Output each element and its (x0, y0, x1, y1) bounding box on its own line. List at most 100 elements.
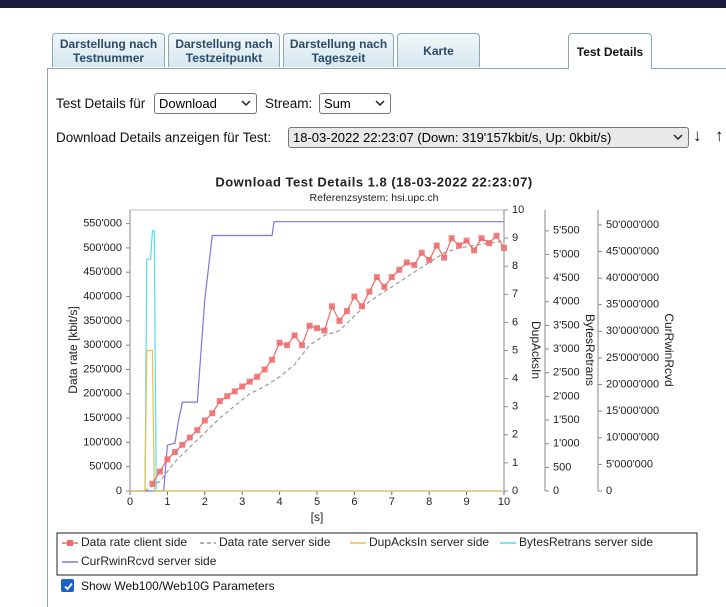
data-point (418, 249, 425, 256)
data-point (284, 342, 291, 349)
y-axis-label: Data rate [kbit/s] (66, 306, 80, 393)
chart-title: Download Test Details 1.8 (18-03-2022 22… (215, 174, 532, 189)
data-point (299, 342, 306, 349)
data-point (156, 468, 163, 475)
data-point (373, 274, 380, 281)
check-mark (64, 582, 73, 591)
label: Stream: (265, 96, 313, 111)
y4-tick-label: 20'000'000 (606, 378, 659, 390)
y3-tick-label: 4'500 (553, 272, 580, 284)
data-point (366, 288, 373, 295)
y4-tick-label: 45'000'000 (606, 245, 659, 257)
y-tick-label: 450'000 (83, 266, 122, 278)
plot-area (129, 209, 505, 492)
data-point (388, 274, 395, 281)
y4-tick-label: 25'000'000 (606, 352, 659, 364)
data-point (179, 441, 186, 448)
y-tick-label: 100'000 (83, 436, 122, 448)
data-point (501, 244, 507, 251)
y-tick-label: 350'000 (83, 315, 122, 327)
data-point (254, 373, 261, 380)
y-tick-label: 50'000 (89, 461, 122, 473)
legend-label: DupAcksIn server side (369, 535, 489, 549)
data-point (186, 434, 193, 441)
y4-tick-label: 10'000'000 (606, 432, 659, 444)
y2-tick-label: 3 (512, 401, 518, 413)
data-point (396, 266, 403, 273)
label: Download Details anzeigen für Test: (56, 130, 272, 145)
legend (56, 532, 698, 576)
data-point (149, 480, 156, 487)
data-point (224, 393, 231, 400)
y3-tick-label: 3'000 (553, 343, 580, 355)
data-point (471, 247, 478, 254)
data-point (456, 242, 463, 249)
sort-button[interactable]: ↓ (693, 126, 702, 145)
top-bar (0, 0, 726, 8)
checkbox[interactable] (61, 579, 74, 592)
data-point (276, 339, 283, 346)
data-point (478, 235, 485, 242)
tab[interactable]: Karte (397, 33, 480, 67)
x-tick-label: 9 (464, 496, 470, 508)
y4-tick-label: 40'000'000 (606, 272, 659, 284)
data-point (433, 242, 440, 249)
x-tick-label: 2 (202, 496, 208, 508)
tab[interactable]: Darstellung nach Testnummer (52, 33, 165, 67)
select[interactable]: Sum (319, 93, 391, 114)
chart-subtitle: Referenzsystem: hsi.upc.ch (310, 192, 439, 204)
legend-marker (67, 540, 73, 546)
x-tick-label: 6 (351, 496, 357, 508)
sort-button[interactable]: ↑ (715, 126, 724, 145)
y2-tick-label: 9 (512, 232, 518, 244)
y3-tick-label: 5'000 (553, 248, 580, 260)
data-point (314, 325, 320, 332)
y3-tick-label: 0 (553, 485, 559, 497)
data-point (328, 303, 335, 310)
y-tick-label: 300'000 (83, 339, 122, 351)
data-point (164, 456, 171, 463)
select[interactable]: Download (154, 93, 257, 114)
y3-tick-label: 4'000 (553, 296, 580, 308)
data-point (358, 303, 365, 310)
series-line (144, 240, 505, 492)
data-point (269, 356, 276, 363)
data-point (291, 332, 298, 339)
y4-tick-label: 50'000'000 (606, 219, 659, 231)
series-line (130, 221, 504, 492)
data-point (216, 398, 223, 405)
x-tick-label: 3 (239, 496, 245, 508)
data-point (306, 322, 313, 329)
legend-label: Data rate client side (81, 535, 187, 549)
data-point (493, 232, 500, 239)
select-value: Sum (324, 96, 351, 111)
y3-tick-label: 500 (553, 461, 571, 473)
data-point (201, 417, 208, 424)
data-point (448, 235, 455, 242)
y2-tick-label: 0 (512, 485, 518, 497)
legend-label: BytesRetrans server side (519, 535, 653, 549)
data-point (336, 317, 343, 324)
y2-tick-label: 8 (512, 260, 518, 272)
y4-tick-label: 15'000'000 (606, 405, 659, 417)
y-tick-label: 250'000 (83, 363, 122, 375)
y3-tick-label: 1'000 (553, 438, 580, 450)
data-point (441, 254, 448, 261)
y2-tick-label: 1 (512, 457, 518, 469)
x-tick-label: 8 (426, 496, 432, 508)
y3-tick-label: 2'500 (553, 367, 580, 379)
y2-axis-label: DupAcksIn (529, 321, 543, 379)
y4-tick-label: 5'000'000 (606, 458, 653, 470)
tab-selected[interactable]: Test Details (568, 33, 652, 69)
data-point (381, 283, 388, 290)
y2-tick-label: 5 (512, 344, 518, 356)
select[interactable]: 18-03-2022 22:23:07 (Down: 319'157kbit/s… (288, 127, 689, 148)
tab[interactable]: Darstellung nach Tageszeit (283, 33, 394, 67)
x-tick-label: 4 (277, 496, 283, 508)
legend-label: Data rate server side (219, 535, 331, 549)
data-point (321, 327, 328, 334)
chevron (241, 100, 251, 107)
select-value: 18-03-2022 22:23:07 (Down: 319'157kbit/s… (293, 130, 612, 145)
y2-tick-label: 10 (512, 204, 524, 216)
tab[interactable]: Darstellung nach Testzeitpunkt (168, 33, 280, 67)
